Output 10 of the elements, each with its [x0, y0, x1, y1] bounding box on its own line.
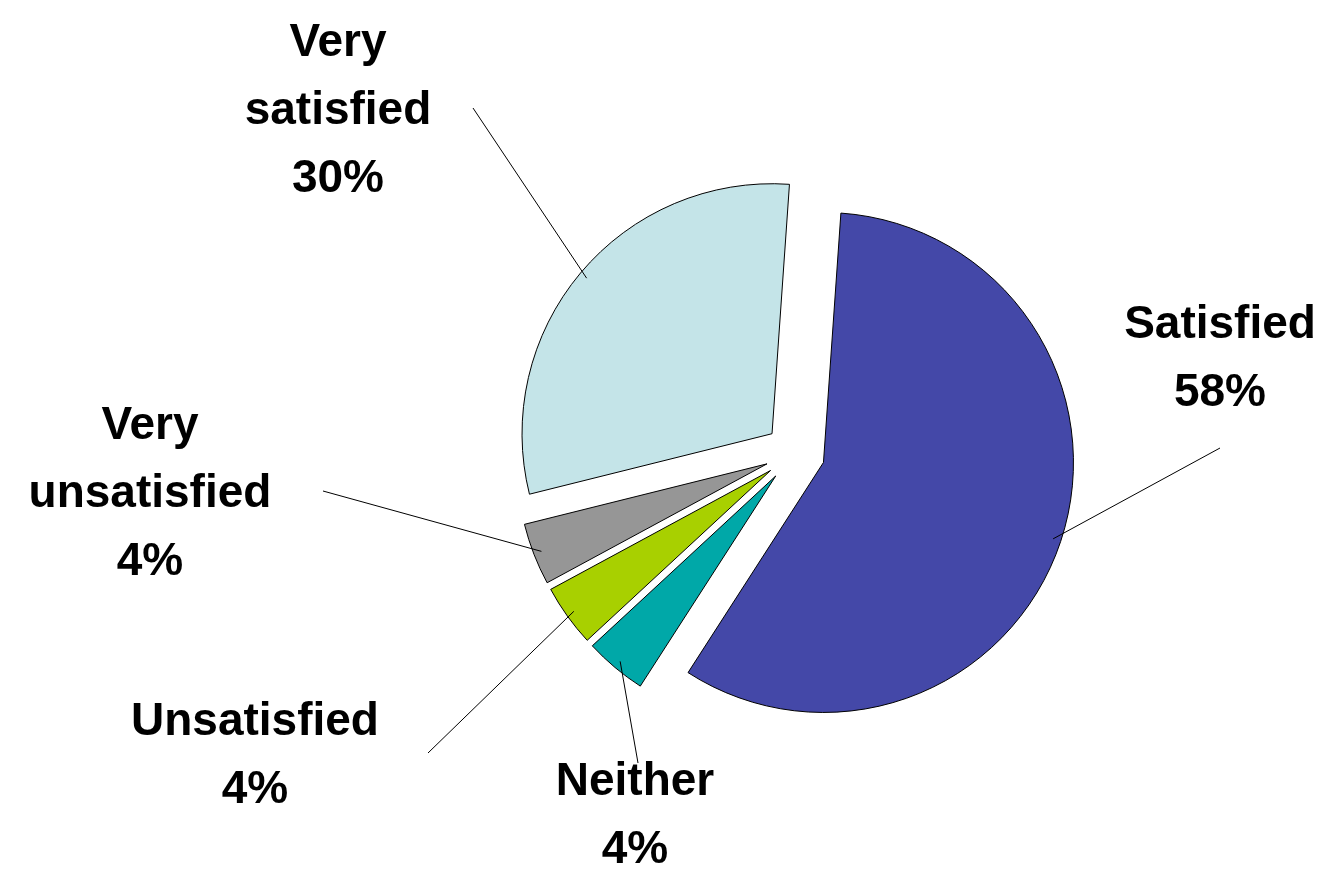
slice-label: Neither — [555, 753, 715, 805]
slice-label: Satisfied — [1124, 296, 1316, 348]
data-label: 4% — [221, 761, 289, 813]
data-label: 4% — [601, 821, 669, 871]
slice-label: Very satisfied — [244, 14, 432, 134]
data-label: 4% — [116, 533, 184, 585]
slice-label: Unsatisfied — [131, 693, 379, 745]
data-label: 58% — [1173, 364, 1267, 416]
data-label: 30% — [291, 150, 385, 202]
slice-label: Very unsatisfied — [28, 397, 272, 517]
